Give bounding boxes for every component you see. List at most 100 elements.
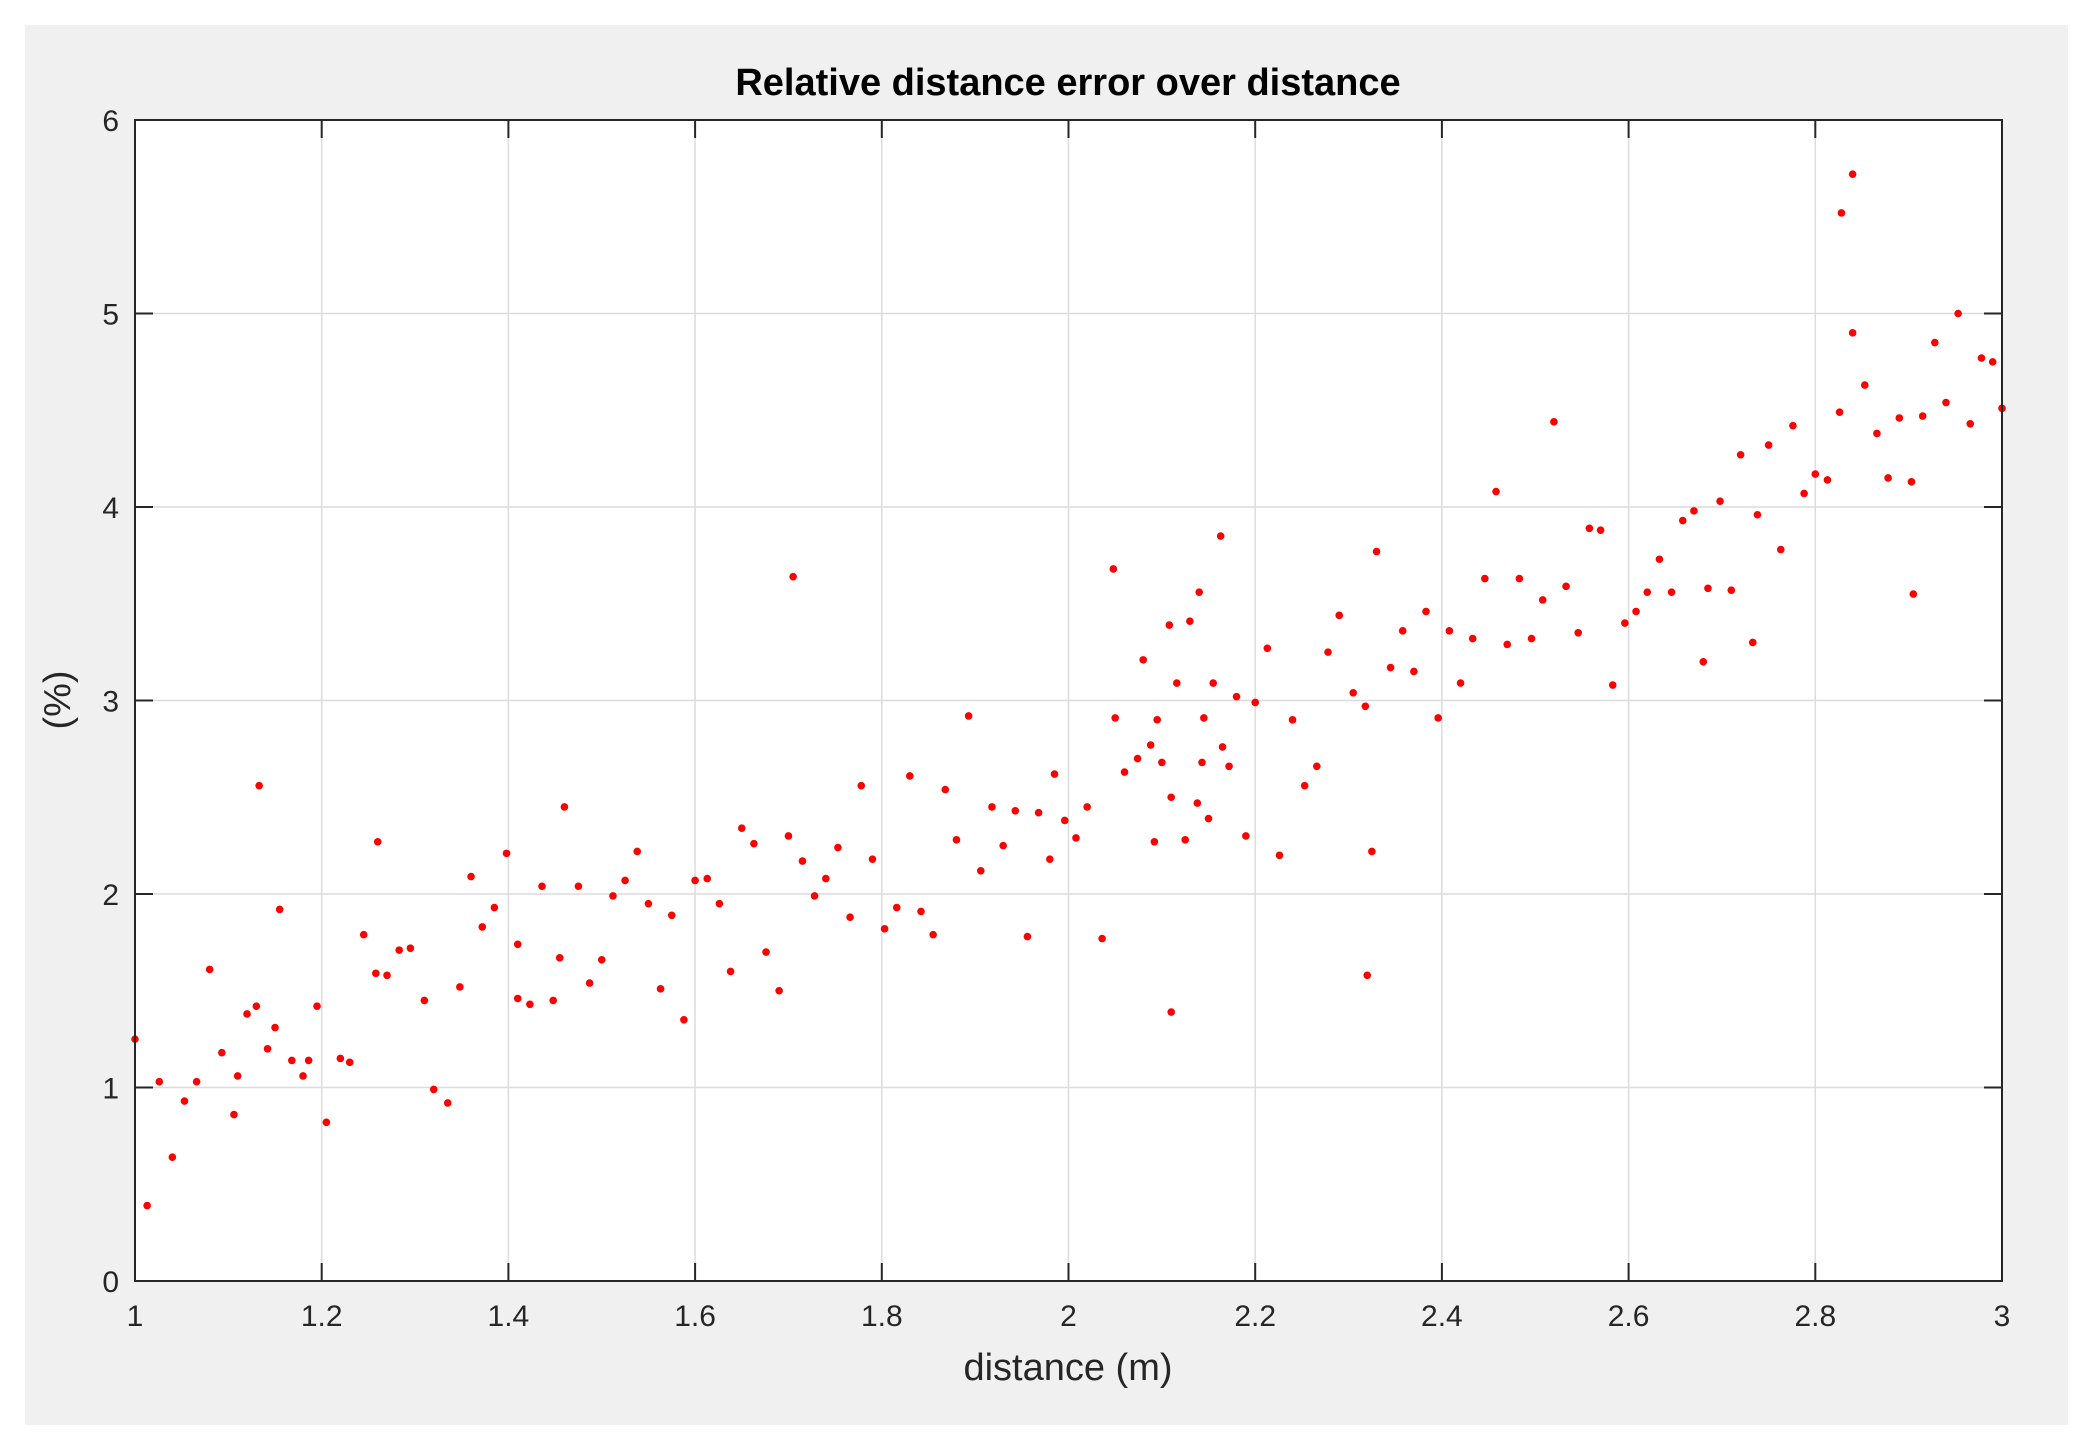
- data-point: [1153, 716, 1161, 724]
- data-point: [1492, 487, 1500, 496]
- data-point: [1503, 640, 1512, 649]
- data-point: [1146, 741, 1155, 749]
- data-point: [1736, 450, 1745, 459]
- data-point: [1120, 768, 1129, 776]
- data-point: [490, 903, 499, 912]
- x-tick-label: 2.8: [1794, 1300, 1836, 1333]
- data-point: [1789, 421, 1797, 430]
- data-point: [1954, 309, 1962, 318]
- data-point: [1023, 932, 1032, 941]
- data-point: [1186, 617, 1194, 625]
- data-point: [1368, 847, 1376, 856]
- data-point: [180, 1097, 189, 1105]
- data-point: [1456, 679, 1465, 687]
- y-tick-label: 2: [102, 879, 119, 912]
- data-point: [929, 930, 937, 939]
- data-point: [1050, 770, 1059, 778]
- data-point: [703, 874, 712, 883]
- data-point: [1422, 607, 1430, 616]
- data-point: [1225, 762, 1233, 771]
- data-point: [143, 1201, 151, 1210]
- data-point: [1324, 648, 1332, 656]
- x-tick-label: 3: [1994, 1300, 2011, 1333]
- data-point: [313, 1002, 321, 1011]
- data-point: [275, 905, 284, 914]
- data-point: [1181, 836, 1189, 844]
- data-point: [1764, 441, 1773, 449]
- data-point: [1632, 607, 1640, 616]
- data-point: [443, 1099, 452, 1107]
- data-point: [1748, 638, 1757, 647]
- data-point: [1349, 688, 1358, 697]
- data-point: [810, 892, 819, 900]
- data-point: [715, 899, 724, 908]
- data-point: [1361, 702, 1370, 711]
- data-point: [1083, 803, 1091, 811]
- x-tick-label: 1: [127, 1300, 144, 1333]
- data-point: [233, 1072, 242, 1080]
- data-point: [988, 803, 996, 811]
- data-point: [420, 996, 429, 1005]
- data-point: [1837, 209, 1846, 217]
- data-point: [1072, 834, 1080, 842]
- figure-window: 1 1.2 1.4 1.6 1.8 2 2.2 2.4 2.6 2.8 3 0 1 2 3 4 5 6 Relat…: [25, 25, 2068, 1425]
- data-point: [1218, 743, 1227, 751]
- data-point: [1667, 588, 1676, 596]
- x-tick-label: 1.8: [861, 1300, 903, 1333]
- data-point: [633, 847, 642, 856]
- x-tick-label: 1.6: [674, 1300, 716, 1333]
- data-point: [621, 876, 629, 885]
- data-point: [155, 1077, 164, 1086]
- data-point: [1111, 714, 1119, 722]
- data-point: [868, 855, 877, 863]
- data-point: [395, 946, 403, 954]
- data-point: [1150, 837, 1159, 846]
- data-point: [976, 866, 985, 875]
- data-point: [726, 967, 735, 976]
- data-point: [1608, 681, 1617, 689]
- data-point: [513, 994, 522, 1003]
- y-tick-label: 5: [102, 299, 119, 332]
- data-point: [775, 986, 783, 995]
- data-point: [609, 892, 617, 900]
- data-point: [1823, 476, 1832, 484]
- y-tick-label: 0: [102, 1266, 119, 1299]
- data-point: [1884, 474, 1892, 482]
- data-point: [880, 925, 889, 933]
- data-point: [1109, 565, 1118, 573]
- data-point: [1204, 814, 1213, 823]
- data-point: [680, 1015, 688, 1024]
- data-point: [1699, 658, 1708, 666]
- data-point: [597, 955, 606, 964]
- data-point: [1193, 799, 1202, 807]
- data-point: [1835, 408, 1844, 416]
- data-point: [1977, 354, 1986, 362]
- data-point: [941, 785, 950, 794]
- data-point: [1300, 781, 1309, 790]
- data-point: [1942, 398, 1950, 407]
- y-tick-label: 6: [102, 105, 119, 138]
- data-point: [784, 832, 793, 840]
- grid-lines: [135, 120, 2002, 1281]
- data-point: [192, 1077, 201, 1086]
- x-tick-label: 2: [1060, 1300, 1077, 1333]
- data-point: [1848, 329, 1857, 337]
- data-point: [1716, 497, 1724, 505]
- data-point: [1133, 754, 1142, 763]
- data-point: [1515, 574, 1524, 583]
- data-point: [1263, 644, 1272, 653]
- data-point: [1209, 679, 1217, 687]
- data-point: [1335, 611, 1344, 620]
- data-point: [1860, 381, 1869, 389]
- data-point: [574, 882, 583, 891]
- data-point: [1643, 588, 1652, 596]
- data-point: [1200, 714, 1208, 722]
- data-point: [168, 1153, 177, 1161]
- data-point: [1034, 808, 1043, 817]
- data-point: [1195, 588, 1203, 596]
- data-point: [526, 1000, 534, 1009]
- x-axis-label: distance (m): [963, 1347, 1172, 1389]
- data-point: [288, 1056, 296, 1065]
- data-point: [999, 841, 1007, 850]
- data-point: [1468, 634, 1477, 643]
